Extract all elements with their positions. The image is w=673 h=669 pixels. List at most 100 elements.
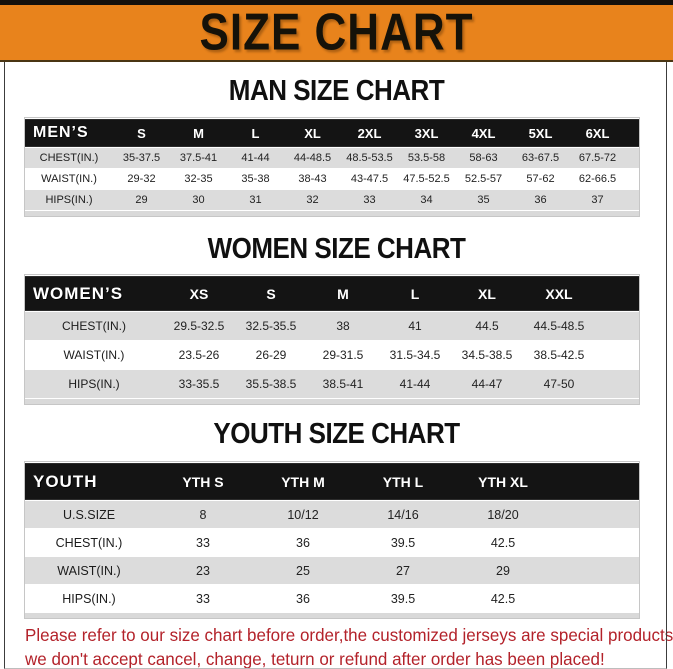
measurement-cell: 33 (341, 190, 398, 210)
measurement-cell: 33 (153, 585, 253, 612)
row-label-cell: WAIST(IN.) (25, 341, 163, 369)
size-header-cell: XL (284, 119, 341, 147)
row-label-cell: HIPS(IN.) (25, 585, 153, 612)
measurement-cell: 57-62 (512, 169, 569, 189)
row-label-cell: HIPS(IN.) (25, 370, 163, 398)
size-chart-title: SIZE CHART (199, 3, 474, 61)
measurement-cell: 48.5-53.5 (341, 148, 398, 168)
row-label-cell: CHEST(IN.) (25, 148, 113, 168)
size-table: WOMEN’S XS S M L XL XXL CHEST(IN.) 29.5-32.5 32.5… (25, 275, 639, 404)
row-label-cell: CHEST(IN.) (25, 312, 163, 340)
measurement-cell: 23.5-26 (163, 341, 235, 369)
table-title-cell: MEN’S (25, 119, 113, 147)
size-header-cell: L (379, 276, 451, 311)
table-row: CHEST(IN.) 33 36 39.5 42.5 (25, 529, 639, 556)
row-label-cell: WAIST(IN.) (25, 169, 113, 189)
measurement-cell: 33 (153, 529, 253, 556)
table-title-cell: YOUTH (25, 463, 153, 500)
row-filler-cell (626, 190, 639, 210)
size-header-cell: YTH S (153, 463, 253, 500)
measurement-cell: 52.5-57 (455, 169, 512, 189)
measurement-cell: 31 (227, 190, 284, 210)
measurement-cell: 30 (170, 190, 227, 210)
measurement-cell: 32.5-35.5 (235, 312, 307, 340)
header-filler-cell (553, 463, 639, 500)
measurement-cell: 44-48.5 (284, 148, 341, 168)
measurement-cell: 39.5 (353, 585, 453, 612)
measurement-cell: 14/16 (353, 501, 453, 528)
measurement-cell: 44.5 (451, 312, 523, 340)
row-filler-cell (553, 557, 639, 584)
disclaimer-line-1: Please refer to our size chart before or… (25, 625, 673, 646)
measurement-cell: 32-35 (170, 169, 227, 189)
measurement-cell: 63-67.5 (512, 148, 569, 168)
youth-size-table: YOUTH YTH S YTH M YTH L YTH XL U.S.SIZE 8 10/12… (25, 462, 639, 618)
size-header-cell: S (235, 276, 307, 311)
measurement-cell: 10/12 (253, 501, 353, 528)
measurement-cell: 38.5-42.5 (523, 341, 595, 369)
size-header-cell: L (227, 119, 284, 147)
youth-size-chart-heading: YOUTH SIZE CHART (213, 416, 460, 450)
measurement-cell: 35 (455, 190, 512, 210)
top-black-bar (0, 0, 673, 5)
womens-size-table: WOMEN’S XS S M L XL XXL CHEST(IN.) 29.5-32.5 32.5… (25, 275, 639, 404)
size-header-cell: YTH M (253, 463, 353, 500)
table-row: CHEST(IN.) 29.5-32.5 32.5-35.5 38 41 44.5 44.5… (25, 312, 639, 340)
table-row: HIPS(IN.) 33 36 39.5 42.5 (25, 585, 639, 612)
size-header-cell: 5XL (512, 119, 569, 147)
measurement-cell: 31.5-34.5 (379, 341, 451, 369)
measurement-cell: 62-66.5 (569, 169, 626, 189)
row-filler-cell (595, 312, 639, 340)
size-table: MEN’S S M L XL 2XL 3XL 4XL 5XL 6XL CHEST(IN.) 35-37… (25, 118, 639, 216)
measurement-cell: 29-32 (113, 169, 170, 189)
table-row: WAIST(IN.) 23.5-26 26-29 29-31.5 31.5-34.5 34… (25, 341, 639, 369)
row-label-cell: HIPS(IN.) (25, 190, 113, 210)
measurement-cell: 26-29 (235, 341, 307, 369)
size-header-cell: 2XL (341, 119, 398, 147)
measurement-cell: 29 (453, 557, 553, 584)
measurement-cell: 38.5-41 (307, 370, 379, 398)
measurement-cell: 43-47.5 (341, 169, 398, 189)
measurement-cell: 41 (379, 312, 451, 340)
size-header-cell: S (113, 119, 170, 147)
table-row: HIPS(IN.) 33-35.5 35.5-38.5 38.5-41 41-44 44-… (25, 370, 639, 398)
measurement-cell: 38-43 (284, 169, 341, 189)
measurement-cell: 27 (353, 557, 453, 584)
row-label-cell: WAIST(IN.) (25, 557, 153, 584)
measurement-cell: 37.5-41 (170, 148, 227, 168)
row-filler-cell (553, 585, 639, 612)
measurement-cell: 38 (307, 312, 379, 340)
measurement-cell: 37 (569, 190, 626, 210)
measurement-cell: 29-31.5 (307, 341, 379, 369)
table-row: HIPS(IN.) 29 30 31 32 33 34 35 36 37 (25, 190, 639, 210)
size-header-cell: 3XL (398, 119, 455, 147)
row-label-cell: CHEST(IN.) (25, 529, 153, 556)
measurement-cell: 8 (153, 501, 253, 528)
measurement-cell: 36 (512, 190, 569, 210)
size-chart-banner: SIZE CHART (0, 3, 673, 62)
size-header-cell: XXL (523, 276, 595, 311)
size-header-cell: XL (451, 276, 523, 311)
table-row: U.S.SIZE 8 10/12 14/16 18/20 (25, 501, 639, 528)
size-header-cell: M (307, 276, 379, 311)
measurement-cell: 42.5 (453, 585, 553, 612)
measurement-cell: 23 (153, 557, 253, 584)
measurement-cell: 35.5-38.5 (235, 370, 307, 398)
measurement-cell: 33-35.5 (163, 370, 235, 398)
measurement-cell: 36 (253, 529, 353, 556)
table-row: CHEST(IN.) 35-37.5 37.5-41 41-44 44-48.5 48.5… (25, 148, 639, 168)
header-filler-cell (626, 119, 639, 147)
mens-size-table: MEN’S S M L XL 2XL 3XL 4XL 5XL 6XL CHEST(IN.) 35-37… (25, 118, 639, 216)
measurement-cell: 29 (113, 190, 170, 210)
measurement-cell: 53.5-58 (398, 148, 455, 168)
size-table: YOUTH YTH S YTH M YTH L YTH XL U.S.SIZE 8 10/12… (25, 462, 639, 618)
disclaimer-line-2: we don't accept cancel, change, teturn o… (25, 649, 605, 669)
table-title-cell: WOMEN’S (25, 276, 163, 311)
row-filler-cell (595, 370, 639, 398)
measurement-cell: 47.5-52.5 (398, 169, 455, 189)
women-size-chart-heading: WOMEN SIZE CHART (207, 231, 466, 265)
measurement-cell: 34 (398, 190, 455, 210)
measurement-cell: 18/20 (453, 501, 553, 528)
size-header-cell: 4XL (455, 119, 512, 147)
